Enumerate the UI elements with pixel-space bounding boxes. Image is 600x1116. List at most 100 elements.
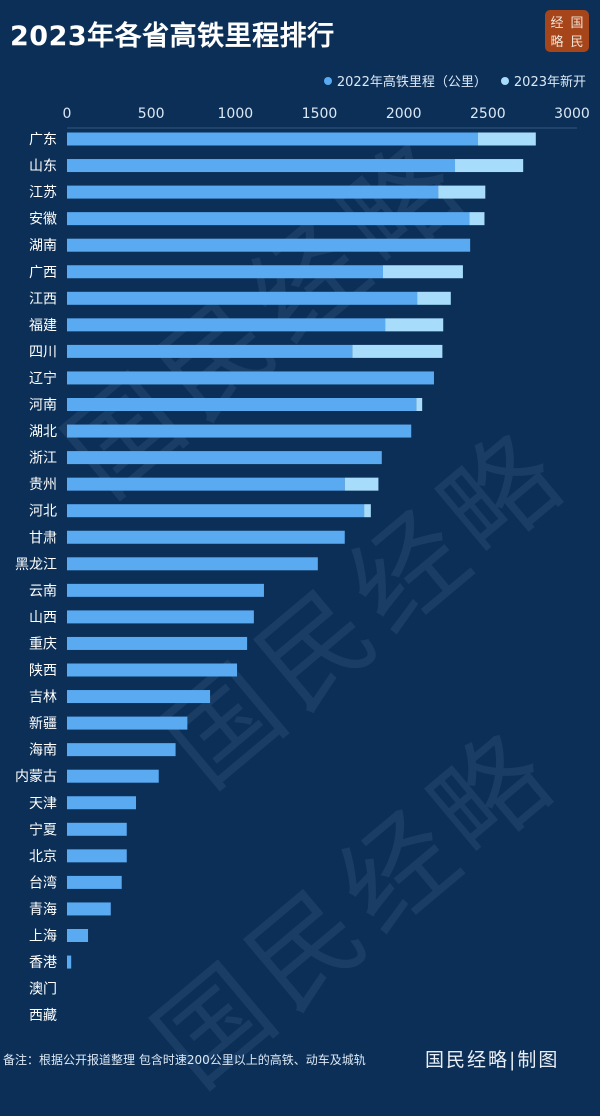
bar-2022: [67, 185, 439, 199]
brand-credit: 国民经略|制图: [425, 1049, 560, 1071]
bar-2022: [67, 398, 417, 411]
bar-2023-new: [344, 477, 379, 491]
category-label: 宁夏: [29, 821, 57, 838]
bar-2022: [67, 265, 383, 279]
bar-2023-new: [417, 291, 451, 305]
category-label: 甘肃: [29, 530, 57, 546]
category-label: 山西: [29, 610, 57, 626]
x-tick-label: 2500: [470, 106, 506, 122]
x-tick-label: 500: [138, 106, 165, 122]
bar-chart: 0 500 1000 1500 2000 2500 3000 广东山东江苏安徽湖南广西江西福建…: [15, 106, 590, 1024]
category-label: 湖北: [29, 424, 57, 440]
bar-2022: [67, 583, 264, 597]
chart-title: 2023年各省高铁里程排行: [10, 21, 335, 52]
bar-2022: [67, 318, 386, 332]
bar-2022: [67, 344, 353, 358]
bar-2023-new: [352, 344, 443, 358]
category-label: 海南: [29, 743, 57, 759]
bar-2022: [67, 663, 238, 677]
legend-dot: [500, 76, 509, 85]
bar-2023-new: [364, 504, 371, 518]
category-label: 黑龙江: [15, 557, 57, 573]
bar-2022: [67, 796, 137, 810]
brand-logo: 经 国 略 民: [545, 10, 589, 52]
bar-2022: [67, 902, 111, 916]
category-label: 广西: [29, 265, 57, 281]
category-label: 河北: [29, 504, 57, 520]
bar-2022: [67, 769, 159, 783]
x-tick-label: 0: [63, 106, 72, 122]
category-label: 北京: [29, 849, 57, 865]
bar-2022: [67, 238, 471, 252]
category-label: 上海: [29, 929, 57, 945]
bar-2023-new: [438, 185, 486, 199]
bar-2022: [67, 530, 345, 544]
bar-2023-new: [477, 132, 536, 146]
x-tick-label: 1000: [218, 106, 254, 122]
category-label: 云南: [29, 583, 57, 599]
bar-2022: [67, 451, 382, 465]
category-label: 西藏: [29, 1008, 57, 1024]
bar-2022: [67, 636, 248, 650]
category-label: 吉林: [29, 690, 57, 706]
category-label: 江西: [29, 291, 57, 307]
bar-2023-new: [416, 398, 423, 411]
category-label: 辽宁: [29, 370, 57, 387]
category-label: 浙江: [29, 451, 57, 467]
logo-char: 略: [550, 35, 564, 50]
logo-char: 民: [570, 35, 584, 50]
legend-dot: [323, 76, 332, 85]
bar-2023-new: [385, 318, 444, 332]
category-label: 新疆: [29, 716, 57, 732]
bar-2022: [67, 875, 122, 889]
category-label: 重庆: [29, 636, 57, 652]
bar-2023-new: [455, 159, 524, 173]
category-label: 内蒙古: [15, 769, 57, 785]
bar-2023-new: [469, 212, 485, 226]
bar-2022: [67, 132, 478, 146]
bar-2022: [67, 849, 127, 863]
legend-item-2023: 2023年新开: [500, 71, 586, 90]
category-label: 香港: [29, 955, 57, 971]
bar-2022: [67, 955, 72, 969]
category-label: 河南: [29, 398, 57, 414]
legend: 2022年高铁里程（公里） 2023年新开: [323, 71, 586, 90]
category-label: 台湾: [29, 874, 57, 891]
category-label: 江苏: [29, 185, 57, 201]
bar-2022: [67, 371, 434, 385]
bar-2022: [67, 424, 412, 438]
bar-2022: [67, 504, 365, 518]
category-label: 贵州: [29, 477, 57, 493]
bar-2022: [67, 743, 176, 757]
bar-2022: [67, 291, 418, 305]
category-label: 安徽: [29, 212, 57, 228]
legend-item-2022: 2022年高铁里程（公里）: [323, 71, 487, 90]
bar-2022: [67, 822, 127, 836]
category-label: 青海: [29, 902, 57, 918]
footnote: 备注：根据公开报道整理 包含时速200公里以上的高铁、动车及城轨: [3, 1053, 366, 1067]
logo-char: 经: [550, 16, 564, 31]
logo-char: 国: [570, 16, 584, 31]
bar-2022: [67, 716, 188, 730]
category-label: 天津: [29, 796, 57, 812]
legend-label: 2022年高铁里程（公里）: [336, 75, 487, 90]
category-label: 广东: [29, 132, 57, 148]
bar-2022: [67, 929, 89, 942]
x-tick-label: 3000: [554, 106, 590, 122]
category-label: 澳门: [29, 982, 57, 998]
category-label: 四川: [29, 344, 57, 360]
category-label: 湖南: [29, 238, 57, 254]
bar-2023-new: [382, 265, 463, 279]
x-tick-label: 1500: [302, 106, 338, 122]
bar-2022: [67, 690, 211, 704]
category-label: 陕西: [29, 663, 57, 679]
category-label: 福建: [29, 318, 57, 334]
bar-2022: [67, 477, 345, 491]
bar-2022: [67, 557, 318, 571]
bar-2022: [67, 212, 470, 226]
bar-2022: [67, 610, 254, 624]
legend-label: 2023年新开: [513, 75, 586, 90]
bar-2022: [67, 159, 456, 173]
x-tick-label: 2000: [386, 106, 422, 122]
category-label: 山东: [29, 159, 57, 175]
